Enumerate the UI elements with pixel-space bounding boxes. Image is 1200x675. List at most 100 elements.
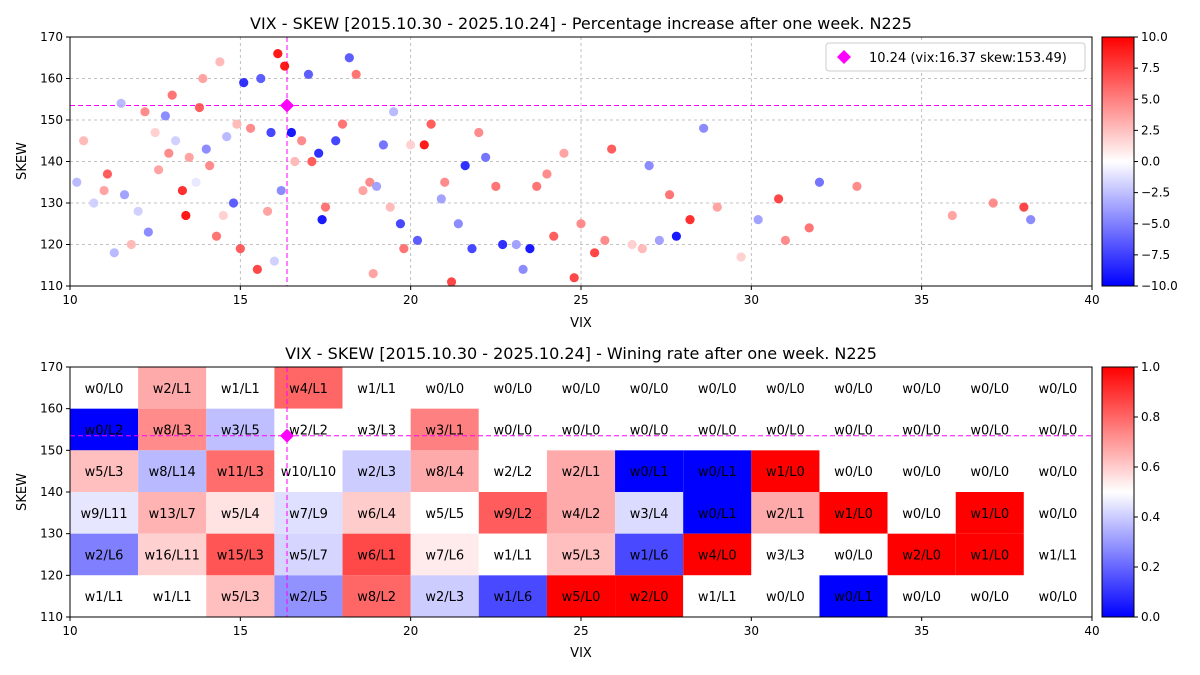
scatter-point — [140, 107, 150, 117]
heatmap-cell-label: w1/L1 — [221, 382, 260, 397]
colorbar-tick-label: 10.0 — [1141, 30, 1168, 44]
scatter-current-guides — [70, 37, 1092, 286]
heatmap-cell-label: w7/L6 — [425, 549, 464, 564]
heatmap-cell — [887, 408, 956, 451]
scatter-current-marker — [280, 98, 295, 113]
heatmap-cell-label: w16/L11 — [145, 549, 200, 564]
heatmap-cell-label: w0/L0 — [970, 382, 1009, 397]
heatmap-cell-label: w9/L2 — [493, 507, 532, 522]
heatmap-cell-label: w0/L1 — [698, 507, 737, 522]
heatmap-cell-label: w0/L0 — [902, 382, 941, 397]
scatter-point — [201, 144, 211, 154]
heatmap-cell — [751, 408, 820, 451]
scatter-point — [160, 111, 170, 121]
scatter-y-axis-label: SKEW — [15, 142, 30, 180]
heatmap-cell — [138, 450, 207, 492]
scatter-point — [446, 277, 457, 287]
heatmap-cell — [478, 575, 547, 617]
scatter-point — [753, 215, 763, 225]
scatter-point — [280, 61, 290, 71]
heatmap-cell-label: w2/L3 — [357, 465, 396, 480]
scatter-point — [542, 169, 552, 179]
heatmap-cell — [955, 533, 1024, 576]
heatmap-x-tick-label: 10 — [62, 624, 77, 638]
scatter-point — [119, 190, 130, 200]
colorbar-tick-label: −2.5 — [1141, 186, 1170, 200]
scatter-point — [245, 123, 256, 133]
heatmap-cell-label: w1/L0 — [970, 507, 1009, 522]
heatmap-cell-label: w0/L0 — [630, 424, 669, 439]
scatter-point — [406, 140, 416, 150]
heatmap-cell — [206, 575, 275, 617]
heatmap-cell-label: w0/L0 — [1039, 590, 1078, 605]
scatter-point — [102, 169, 113, 179]
heatmap-y-tick-label: 120 — [40, 568, 63, 582]
heatmap-cell-label: w2/L2 — [289, 424, 328, 439]
heatmap-cell-label: w0/L0 — [85, 382, 124, 397]
heatmap-cell-label: w0/L0 — [698, 424, 737, 439]
heatmap-y-tick-label: 150 — [40, 443, 63, 457]
heatmap-cell — [819, 450, 888, 492]
scatter-point — [780, 235, 791, 245]
heatmap-cell-label: w0/L0 — [493, 424, 532, 439]
heatmap-cell — [751, 492, 820, 534]
scatter-point — [1019, 202, 1029, 212]
heatmap-cell-label: w8/L3 — [153, 424, 192, 439]
scatter-point — [181, 210, 191, 221]
heatmap-cell-label: w1/L6 — [630, 549, 669, 564]
heatmap-cell — [546, 408, 616, 451]
heatmap-cell-label: w8/L14 — [149, 465, 196, 480]
heatmap-cell — [1023, 367, 1092, 409]
scatter-point — [109, 248, 119, 258]
colorbar-tick-label: 2.5 — [1141, 123, 1160, 137]
heatmap-cell-label: w2/L5 — [289, 590, 328, 605]
current-diamond — [280, 428, 295, 443]
heatmap-cell — [410, 450, 479, 492]
heatmap-cell — [683, 533, 752, 576]
heatmap-cell — [546, 533, 616, 576]
scatter-point — [72, 177, 82, 187]
heatmap-cell — [342, 450, 411, 492]
heatmap-cell-label: w3/L1 — [425, 424, 464, 439]
scatter-point — [358, 185, 368, 196]
heatmap-cell-label: w5/L5 — [425, 507, 464, 522]
heatmap-cell — [274, 533, 343, 576]
scatter-point — [607, 144, 617, 154]
scatter-x-tick-label: 25 — [573, 293, 588, 307]
heatmap-cell-label: w0/L0 — [902, 424, 941, 439]
scatter-x-tick-label: 20 — [403, 293, 418, 307]
scatter-point — [344, 53, 354, 63]
heatmap-cell — [615, 367, 684, 409]
heatmap-cell — [206, 533, 275, 576]
heatmap-current-guides — [70, 367, 1092, 617]
scatter-point — [303, 69, 314, 79]
heatmap-cell — [546, 367, 616, 409]
heatmap-cell — [751, 533, 820, 576]
heatmap-cell — [1023, 408, 1092, 451]
heatmap-cell-label: w3/L5 — [221, 424, 260, 439]
heatmap-cell-label: w0/L0 — [970, 465, 1009, 480]
scatter-colorbar — [1101, 36, 1135, 287]
heatmap-x-tick-label: 40 — [1084, 624, 1099, 638]
colorbar-tick-label: 0.6 — [1141, 460, 1160, 474]
scatter-point — [317, 215, 327, 225]
heatmap-cell — [819, 575, 888, 617]
heatmap-cell-label: w0/L0 — [1039, 382, 1078, 397]
colorbar-tick-label: −10.0 — [1141, 279, 1178, 293]
heatmap-cell — [615, 450, 684, 492]
scatter-point — [419, 140, 429, 150]
heatmap-cell-label: w3/L4 — [630, 507, 669, 522]
heatmap-cell-label: w0/L0 — [1039, 465, 1078, 480]
scatter-legend: 10.24 (vix:16.37 skew:153.49) — [825, 42, 1086, 72]
heatmap-cell-label: w3/L3 — [357, 424, 396, 439]
heatmap-cell — [70, 575, 139, 617]
heatmap-cell — [1023, 575, 1092, 617]
heatmap-cell — [138, 575, 207, 617]
heatmap-cell-label: w1/L1 — [153, 590, 192, 605]
heatmap-cell-label: w0/L0 — [970, 590, 1009, 605]
heatmap-cell — [138, 533, 207, 576]
scatter-point — [852, 181, 862, 191]
heatmap-cell — [478, 408, 547, 451]
heatmap-cell — [478, 450, 547, 492]
heatmap-cell-label: w4/L1 — [289, 382, 328, 397]
